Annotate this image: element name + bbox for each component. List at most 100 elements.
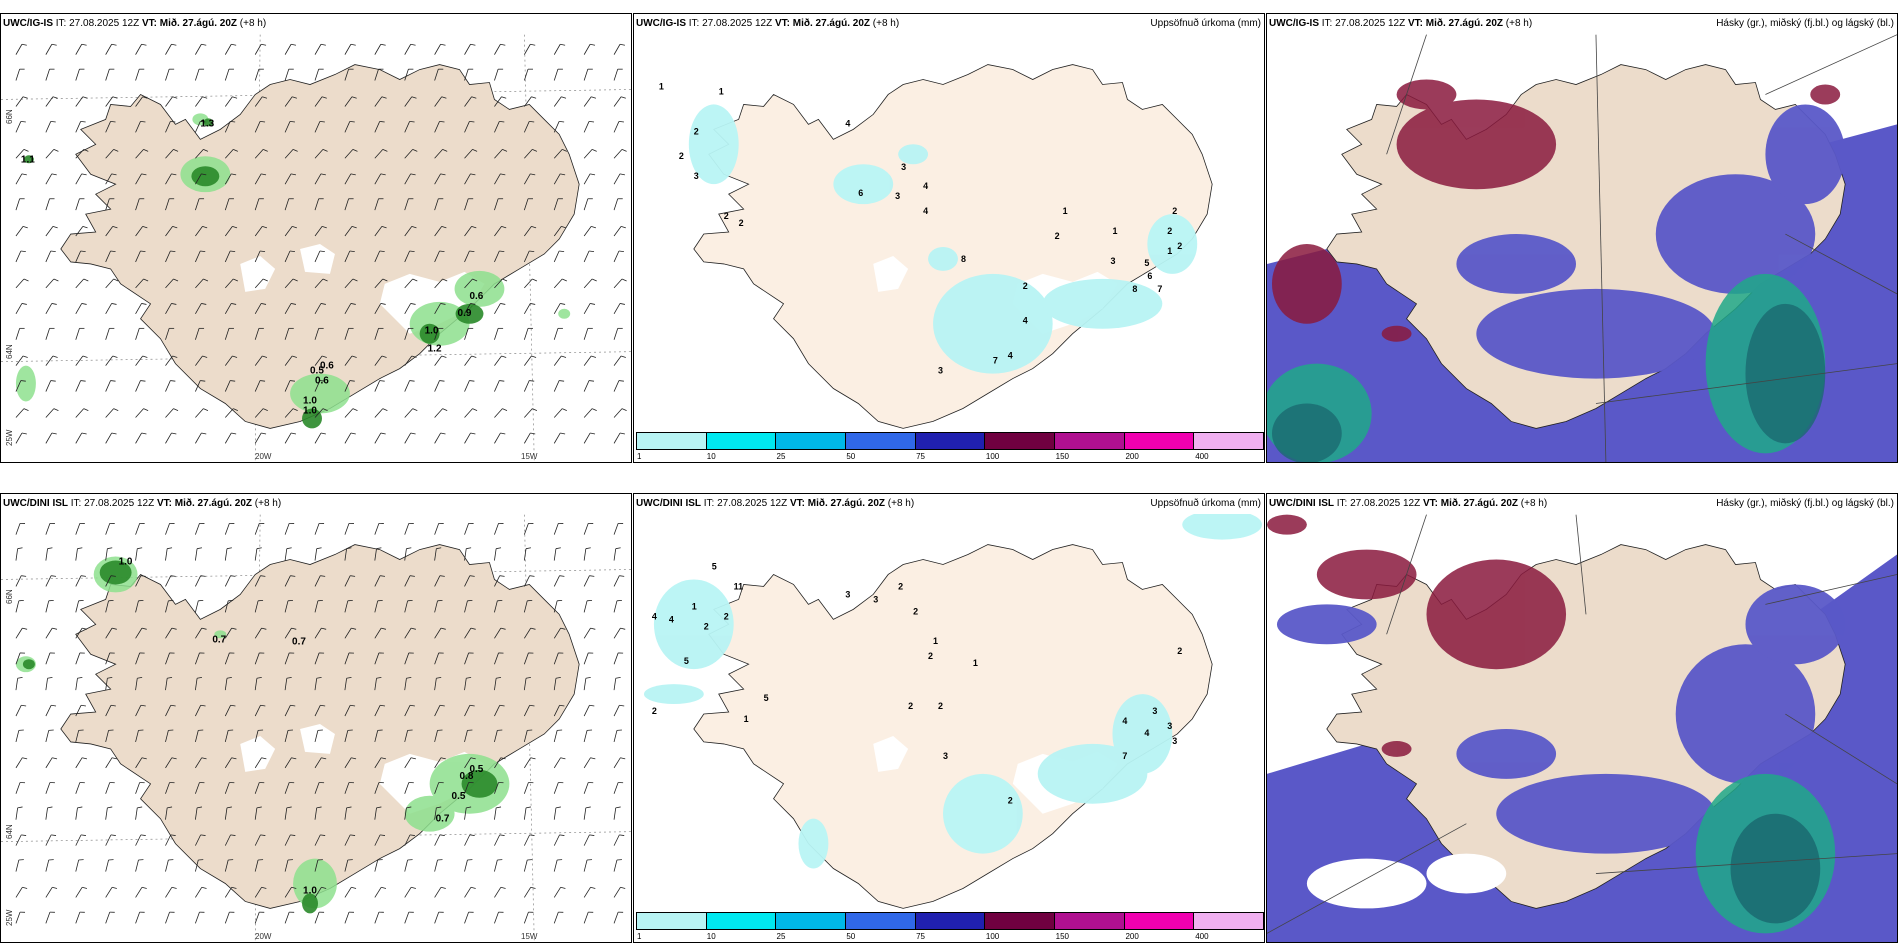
wind-barb-flag <box>230 834 236 836</box>
precip-value: 4 <box>1144 728 1149 738</box>
wind-barb-flag <box>260 704 266 707</box>
wind-barb <box>553 173 561 185</box>
wind-barb <box>523 173 531 185</box>
wind-barb <box>224 96 233 107</box>
wind-barb-flag <box>442 278 448 282</box>
wind-barb-flag <box>51 834 57 836</box>
wind-barb-flag <box>21 303 27 305</box>
wind-barb <box>613 705 620 717</box>
wind-barb <box>105 911 111 924</box>
wind-barb <box>344 782 350 794</box>
wind-barb <box>105 600 109 613</box>
wind-barb <box>344 121 351 133</box>
wind-barb-flag <box>470 173 476 176</box>
wind-barb <box>135 627 143 639</box>
wind-barb-flag <box>381 96 387 99</box>
wind-barb <box>613 328 619 340</box>
wind-barb <box>464 432 471 444</box>
wind-barb <box>344 328 349 340</box>
wind-barb-flag <box>410 43 416 46</box>
colorbar-tick: 100 <box>985 452 1000 461</box>
wind-barb <box>494 432 501 444</box>
wind-barb-flag <box>411 757 416 760</box>
wind-barb-flag <box>201 43 207 46</box>
wind-barb <box>494 911 499 924</box>
wind-barb-flag <box>50 250 56 252</box>
wind-barb <box>314 730 319 743</box>
wind-barb-flag <box>202 96 208 99</box>
wind-barb-flag <box>382 149 388 152</box>
wind-barb-flag <box>53 278 59 282</box>
colorbar-tick: 100 <box>985 932 1000 941</box>
wind-barb-flag <box>316 806 322 809</box>
wind-barb-flag <box>83 149 89 152</box>
wind-barb-flag <box>231 757 237 760</box>
wind-barb-flag <box>320 834 326 836</box>
wind-barb-flag <box>531 96 537 99</box>
wind-barb <box>194 807 198 820</box>
wind-barb <box>524 278 533 289</box>
wind-map-panel-top: UWC/IG-IS IT: 27.08.2025 12Z VT: Mið. 27… <box>0 13 632 463</box>
colorbar-swatch <box>1055 433 1125 449</box>
wind-barb <box>135 44 142 55</box>
wind-barb <box>165 303 172 314</box>
wind-barb <box>195 627 203 639</box>
wind-barb <box>254 705 261 717</box>
wind-barb-flag <box>380 43 386 46</box>
wind-barb <box>284 96 293 107</box>
wind-barb <box>613 226 622 237</box>
wind-barb <box>254 149 264 159</box>
wind-barb <box>15 757 23 769</box>
precip-value: 4 <box>1122 716 1127 726</box>
wind-barb <box>224 887 233 898</box>
wind-barb-flag <box>167 547 173 550</box>
wind-barb-flag <box>47 676 53 679</box>
wind-value: 1.3 <box>200 118 214 129</box>
wind-barb <box>165 328 170 340</box>
precip-value: 6 <box>1147 271 1152 281</box>
precip-value: 7 <box>1157 284 1162 294</box>
wind-barb-flag <box>496 806 502 809</box>
iceland-wind-map: 1.1 1.3 0.6 0.9 1.0 1.2 0.6 0.5 0.6 1.0 … <box>1 34 631 462</box>
wind-barb <box>195 44 202 55</box>
wind-barb <box>254 807 258 820</box>
precip-value: 3 <box>1152 706 1157 716</box>
wind-barb <box>15 121 22 133</box>
wind-barb-flag <box>226 547 232 550</box>
wind-barb-flag <box>442 149 448 152</box>
wind-barb <box>15 652 21 665</box>
wind-barb <box>165 705 172 717</box>
wind-barb-flag <box>142 225 148 229</box>
wind-barb <box>314 834 321 846</box>
precip-value: 3 <box>1167 721 1172 731</box>
wind-barb <box>254 859 259 872</box>
wind-barb <box>75 432 83 444</box>
wind-barb-flag <box>82 96 88 99</box>
wind-barb-flag <box>51 432 57 435</box>
wind-barb <box>284 627 292 639</box>
wind-barb <box>15 432 23 444</box>
wind-barb <box>583 69 589 81</box>
wind-barb-flag <box>440 432 446 435</box>
wind-barb-flag <box>203 278 209 282</box>
wind-barb-flag <box>290 704 296 707</box>
wind-barb <box>135 226 143 237</box>
wind-barb-flag <box>202 355 208 358</box>
wind-barb <box>135 600 139 613</box>
wind-barb <box>553 303 561 314</box>
colorbar-tick: 400 <box>1195 452 1209 461</box>
wind-value: 0.5 <box>452 791 466 802</box>
wind-barb <box>284 355 293 366</box>
wind-barb-flag <box>500 43 506 46</box>
wind-barb-flag <box>409 834 415 836</box>
wind-barb <box>464 408 473 418</box>
wind-barb <box>494 328 499 340</box>
wind-barb <box>254 173 262 185</box>
wind-barb <box>494 380 500 392</box>
wind-barb <box>374 859 379 872</box>
wind-barb <box>583 355 592 366</box>
wind-barb <box>583 328 589 340</box>
wind-barb <box>464 887 472 898</box>
wind-barb-flag <box>406 676 412 679</box>
wind-barb <box>254 96 263 107</box>
